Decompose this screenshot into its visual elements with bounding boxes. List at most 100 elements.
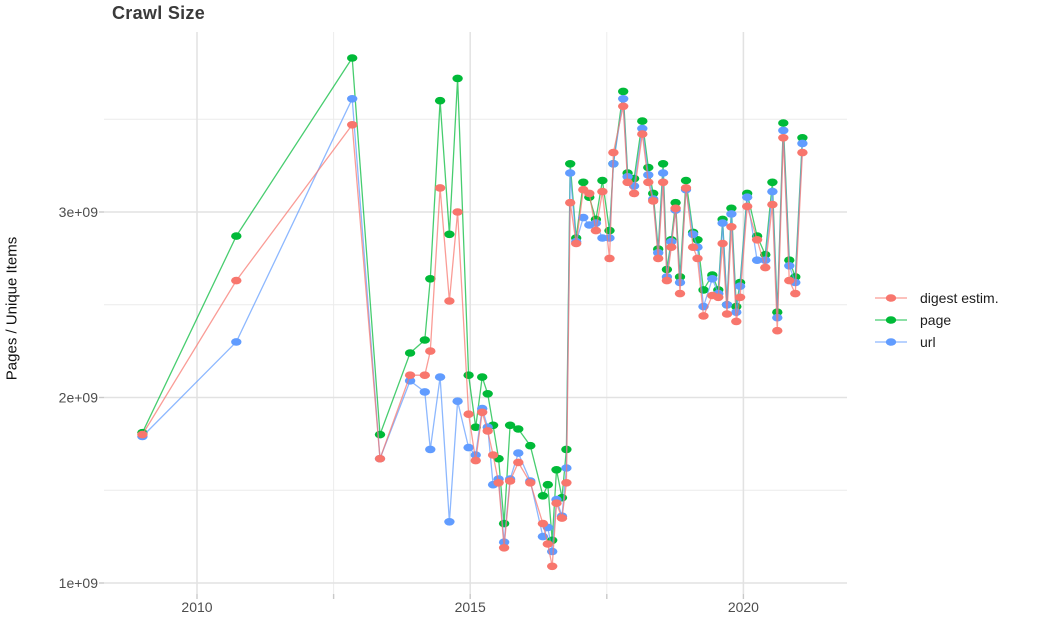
data-point-digestestim [717,239,728,248]
data-point-page [618,87,629,96]
data-point-digestestim [551,499,562,508]
data-point-url [434,373,446,381]
data-point-digestestim [571,239,582,248]
data-point-url [444,518,455,526]
legend-swatch [875,294,907,302]
data-point-page [767,178,778,187]
data-point-page [463,371,474,380]
data-point-digestestim [463,410,474,419]
data-point-digestestim [434,184,446,192]
data-point-digestestim [504,477,516,485]
data-point-url [231,338,242,346]
data-point-digestestim [698,312,709,320]
data-point-url [618,95,629,103]
data-point-digestestim [772,326,783,335]
data-point-digestestim [674,289,686,298]
data-point-page [504,421,516,430]
data-point-page [482,390,493,398]
data-point-digestestim [444,297,455,305]
data-point-digestestim [637,130,648,138]
x-tick-label: 2020 [728,599,759,615]
data-point-url [734,282,746,291]
data-point-digestestim [556,514,568,522]
legend-item-page: page [874,311,999,329]
data-point-digestestim [628,189,640,198]
legend-label: digest estim. [920,290,999,306]
data-point-digestestim [608,148,619,157]
data-point-digestestim [742,202,753,211]
data-point-page [477,373,488,381]
data-point-digestestim [487,451,499,459]
data-point-digestestim [670,204,681,213]
data-point-digestestim [231,276,242,285]
data-point-page [404,349,416,357]
data-point-url [707,275,718,283]
y-tick-label: 1e+09 [59,575,99,591]
legend-swatch [875,316,907,324]
data-point-digestestim [537,519,549,528]
data-point-page [452,74,463,83]
data-point-page [425,275,436,283]
data-point-url [687,230,699,239]
data-point-digestestim [734,293,746,302]
data-point-page [434,96,446,105]
data-point-page [347,54,358,62]
data-point-url [717,219,728,227]
data-point-page [498,519,510,528]
data-point-digestestim [542,540,553,548]
data-point-digestestim [565,198,576,207]
data-point-digestestim [760,263,771,272]
data-point-digestestim [597,187,608,196]
data-point-page [565,160,576,168]
data-point-page [537,492,549,500]
data-point-page [374,430,386,439]
data-point-digestestim [751,236,763,244]
data-point-url [590,219,602,227]
data-point-digestestim [666,243,677,251]
data-point-url [513,449,524,457]
data-point-url [565,169,576,177]
data-point-page [670,198,681,207]
data-point-digestestim [347,121,358,129]
data-point-digestestim [137,430,148,439]
data-point-digestestim [419,371,430,380]
data-point-page [470,423,481,432]
legend-label: url [920,334,936,350]
data-point-url [657,169,669,177]
data-point-url [767,187,778,196]
data-point-digestestim [790,289,801,298]
data-point-digestestim [778,134,789,142]
data-point-digestestim [622,178,633,187]
data-point-digestestim [657,178,669,187]
data-point-digestestim [797,148,808,157]
data-point-url [637,124,648,133]
data-point-digestestim [618,102,629,111]
data-point-digestestim [493,479,504,487]
data-point-url [463,443,474,452]
data-point-url [347,95,358,103]
data-point-page [542,480,553,489]
data-point-digestestim [687,243,699,251]
legend: digest estim. page url [874,289,999,351]
data-point-digestestim [525,479,536,487]
legend-dot [885,338,897,346]
data-point-page [778,119,789,127]
data-point-digestestim [643,178,654,187]
data-point-digestestim [731,317,742,326]
data-point-page [525,441,536,450]
data-point-page [680,176,692,185]
data-point-url [470,451,481,459]
y-axis-title: Pages / Unique Items [3,236,21,381]
data-point-digestestim [482,427,493,435]
data-point-digestestim [452,208,463,216]
data-point-digestestim [784,276,795,285]
data-point-digestestim [513,458,524,467]
data-point-digestestim [470,456,481,465]
data-point-page [637,117,648,125]
data-point-digestestim [721,310,733,318]
legend-dot [885,316,897,324]
data-point-digestestim [498,544,510,552]
data-point-digestestim [713,293,724,302]
data-point-page [597,176,608,185]
